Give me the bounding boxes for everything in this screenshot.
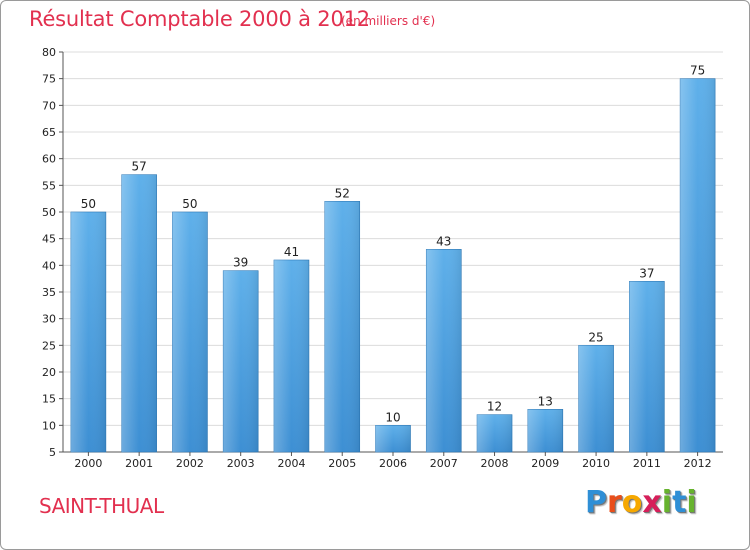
x-tick-label: 2011 <box>633 457 661 470</box>
x-tick-label: 2002 <box>176 457 204 470</box>
logo-letter: i <box>686 485 697 520</box>
bar-shine <box>527 409 563 452</box>
y-tick-label: 60 <box>42 153 56 166</box>
y-tick-label: 40 <box>42 259 56 272</box>
bar-shine <box>70 212 106 452</box>
logo-letter: t <box>672 485 687 520</box>
y-tick-label: 15 <box>42 393 56 406</box>
bar-shine <box>477 414 513 452</box>
x-tick-label: 2005 <box>328 457 356 470</box>
x-tick-label: 2010 <box>582 457 610 470</box>
y-tick-label: 45 <box>42 233 56 246</box>
data-label: 57 <box>132 160 147 174</box>
data-label: 41 <box>284 245 299 259</box>
x-tick-label: 2007 <box>430 457 458 470</box>
y-tick-label: 70 <box>42 99 56 112</box>
bar-shine <box>273 260 309 452</box>
data-label: 50 <box>182 197 197 211</box>
bar-shine <box>172 212 208 452</box>
x-tick-label: 2006 <box>379 457 407 470</box>
bar-shine <box>324 201 360 452</box>
bar-shine <box>426 249 462 452</box>
data-label: 37 <box>639 266 654 280</box>
data-label: 52 <box>335 186 350 200</box>
bar-shine <box>629 281 665 452</box>
y-tick-label: 20 <box>42 366 56 379</box>
chart-subtitle: (en milliers d'€) <box>341 14 436 28</box>
data-label: 75 <box>690 64 705 78</box>
commune-name: SAINT-THUAL <box>39 494 164 518</box>
proxiti-logo[interactable]: Proxiti <box>585 485 697 520</box>
logo-letter: i <box>661 485 673 520</box>
data-label: 50 <box>81 197 96 211</box>
bar-shine <box>121 174 157 452</box>
bar-shine <box>680 78 716 453</box>
y-tick-label: 55 <box>42 179 56 192</box>
logo-letter: P <box>585 485 607 520</box>
x-tick-label: 2009 <box>531 457 559 470</box>
data-label: 43 <box>436 234 451 248</box>
y-tick-label: 5 <box>49 446 56 459</box>
y-tick-label: 65 <box>42 126 56 139</box>
logo-letter: r <box>607 485 622 520</box>
y-tick-label: 80 <box>42 46 56 59</box>
x-tick-label: 2008 <box>481 457 509 470</box>
x-tick-label: 2001 <box>125 457 153 470</box>
y-tick-label: 50 <box>42 206 56 219</box>
y-tick-label: 10 <box>42 419 56 432</box>
bar-shine <box>578 345 614 452</box>
data-label: 39 <box>233 256 248 270</box>
data-label: 10 <box>385 410 400 424</box>
logo-letter: x <box>642 485 662 520</box>
data-label: 25 <box>588 330 603 344</box>
x-tick-label: 2004 <box>277 457 305 470</box>
x-tick-label: 2003 <box>227 457 255 470</box>
y-tick-label: 30 <box>42 313 56 326</box>
y-tick-label: 25 <box>42 339 56 352</box>
y-tick-label: 35 <box>42 286 56 299</box>
x-tick-label: 2012 <box>684 457 712 470</box>
logo-letter: o <box>621 485 643 520</box>
bar-shine <box>375 425 411 452</box>
y-tick-label: 75 <box>42 73 56 86</box>
data-label: 13 <box>538 394 553 408</box>
bar-shine <box>223 270 259 452</box>
x-tick-label: 2000 <box>74 457 102 470</box>
chart-title: Résultat Comptable 2000 à 2012 <box>29 7 370 31</box>
data-label: 12 <box>487 400 502 414</box>
